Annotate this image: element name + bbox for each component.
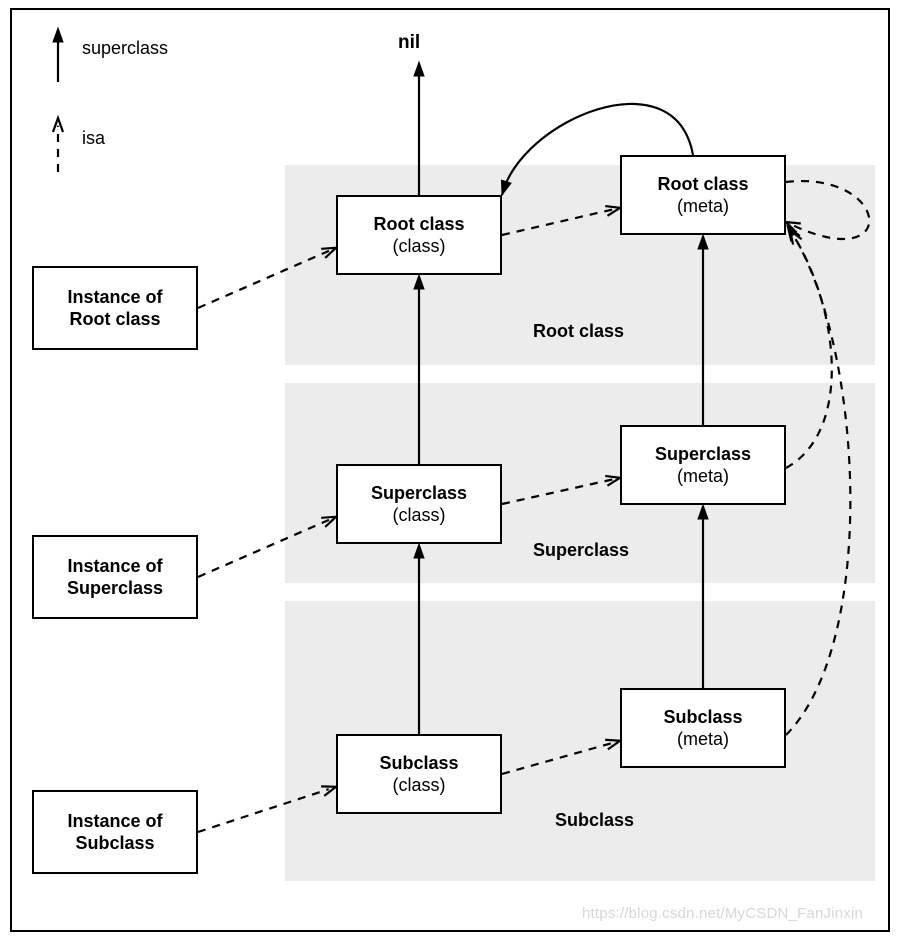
- nil-label: nil: [398, 32, 420, 54]
- node-super_meta-line2: (meta): [677, 465, 729, 488]
- band-label-sub: Subclass: [555, 810, 634, 831]
- node-super_class-line2: (class): [393, 504, 446, 527]
- node-super_meta-line1: Superclass: [655, 443, 751, 466]
- band-label-super: Superclass: [533, 540, 629, 561]
- legend-superclass-label: superclass: [82, 38, 168, 59]
- node-sub_class-line2: (class): [393, 774, 446, 797]
- node-inst_sub: Instance ofSubclass: [32, 790, 198, 874]
- node-root_class-line1: Root class: [373, 213, 464, 236]
- node-inst_root-line2: Root class: [69, 308, 160, 331]
- node-inst_super-line2: Superclass: [67, 577, 163, 600]
- node-root_meta-line1: Root class: [657, 173, 748, 196]
- node-root_class-line2: (class): [393, 235, 446, 258]
- node-sub_class-line1: Subclass: [379, 752, 458, 775]
- watermark: https://blog.csdn.net/MyCSDN_FanJinxin: [582, 905, 863, 922]
- node-root_class: Root class(class): [336, 195, 502, 275]
- node-inst_root: Instance ofRoot class: [32, 266, 198, 350]
- node-sub_meta: Subclass(meta): [620, 688, 786, 768]
- node-super_meta: Superclass(meta): [620, 425, 786, 505]
- node-sub_class: Subclass(class): [336, 734, 502, 814]
- node-inst_super: Instance ofSuperclass: [32, 535, 198, 619]
- node-inst_sub-line2: Subclass: [75, 832, 154, 855]
- node-inst_sub-line1: Instance of: [67, 810, 162, 833]
- node-super_class-line1: Superclass: [371, 482, 467, 505]
- node-sub_meta-line1: Subclass: [663, 706, 742, 729]
- legend-isa-label: isa: [82, 128, 105, 149]
- node-root_meta: Root class(meta): [620, 155, 786, 235]
- node-inst_root-line1: Instance of: [67, 286, 162, 309]
- node-root_meta-line2: (meta): [677, 195, 729, 218]
- band-label-root: Root class: [533, 321, 624, 342]
- node-super_class: Superclass(class): [336, 464, 502, 544]
- node-sub_meta-line2: (meta): [677, 728, 729, 751]
- node-inst_super-line1: Instance of: [67, 555, 162, 578]
